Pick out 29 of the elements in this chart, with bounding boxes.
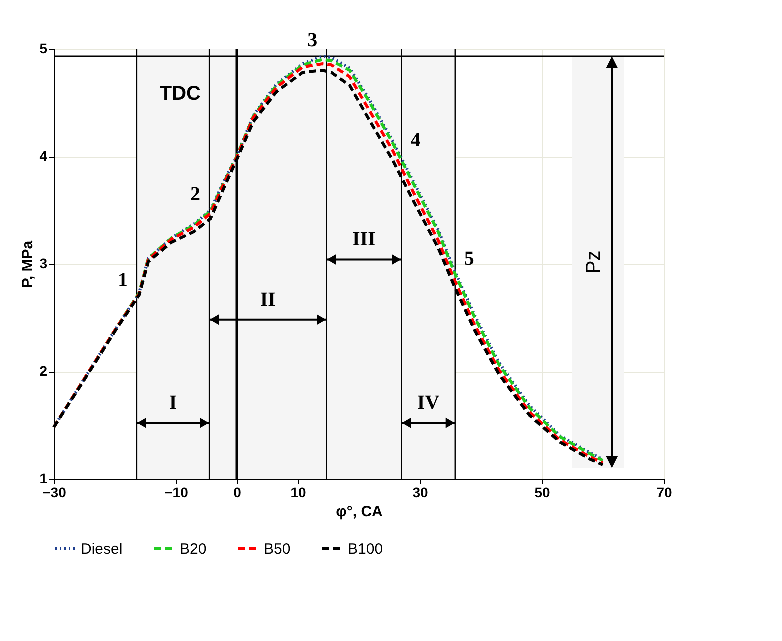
annotation: 4 bbox=[410, 130, 421, 152]
band-label: Pz bbox=[583, 250, 606, 274]
x-tick-label: 30 bbox=[412, 484, 428, 500]
y-tick-label: 5 bbox=[40, 40, 48, 56]
ref-line-label: TDC bbox=[160, 83, 201, 105]
x-tick-label: 0 bbox=[234, 484, 242, 500]
annotation: 2 bbox=[190, 183, 201, 206]
x-axis-title: φ°, CA bbox=[336, 504, 384, 520]
annotation: 5 bbox=[464, 248, 474, 270]
legend-label: B20 bbox=[180, 540, 207, 558]
band-label: III bbox=[352, 228, 376, 251]
y-tick-label: 4 bbox=[40, 148, 48, 164]
band-label: IV bbox=[417, 392, 440, 414]
y-tick-label: 1 bbox=[40, 470, 48, 486]
y-tick-label: 3 bbox=[40, 256, 48, 272]
x-tick-label: −30 bbox=[42, 484, 67, 500]
annotation: 1 bbox=[118, 269, 128, 292]
legend-label: B100 bbox=[348, 540, 384, 558]
y-axis-title: P, MPa bbox=[20, 240, 37, 288]
x-tick-label: −10 bbox=[164, 484, 189, 500]
band-label: I bbox=[169, 392, 178, 414]
x-tick-label: 10 bbox=[290, 484, 306, 500]
x-tick-label: 70 bbox=[656, 484, 672, 500]
x-tick-label: 50 bbox=[534, 484, 550, 500]
legend-label: B50 bbox=[264, 540, 291, 558]
y-tick-label: 2 bbox=[40, 363, 48, 379]
band-label: II bbox=[260, 288, 276, 311]
annotation: 3 bbox=[308, 30, 318, 52]
legend-label: Diesel bbox=[81, 540, 123, 558]
